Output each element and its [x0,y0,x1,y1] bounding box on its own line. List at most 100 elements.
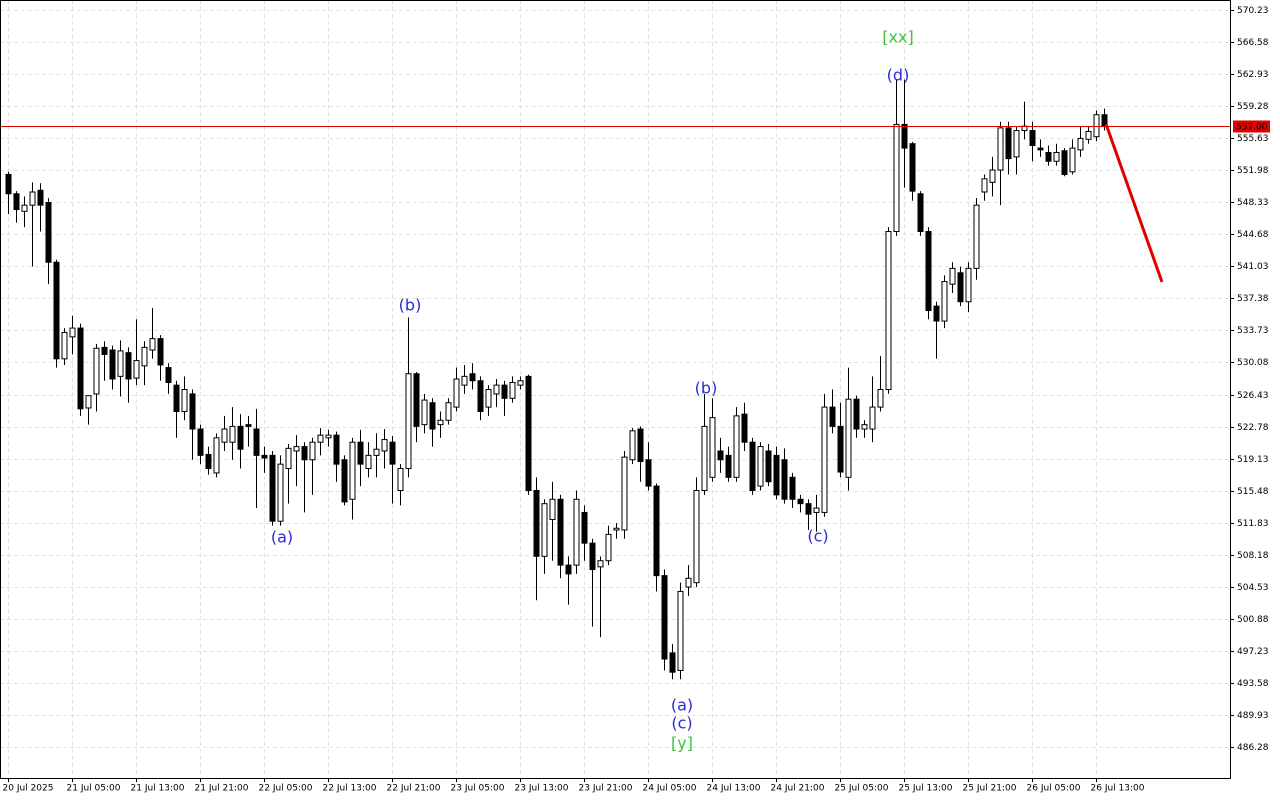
y-tick-label: 548.33 [1237,198,1269,208]
candle-body-up [597,560,604,568]
candle-body-up [213,437,220,474]
y-tick-label: 489.93 [1237,711,1269,721]
forecast-line [1104,123,1164,283]
candle-body-down [429,402,436,430]
wave-label: (a) [671,696,693,715]
x-tick-label: 25 Jul 21:00 [963,784,1017,794]
candle-body-up [973,204,980,269]
grid [0,0,1230,778]
candle-body-down [205,453,212,470]
candle-body-up [733,415,740,478]
price-label-box [1233,120,1270,133]
candle-body-up [1069,147,1076,173]
candle-body-down [581,511,588,544]
candle-body-down [925,231,932,312]
x-tick-label: 21 Jul 13:00 [131,784,185,794]
candle-body-down [725,454,732,478]
candle-body-up [549,498,556,520]
candle-body-down [477,380,484,412]
y-tick-label: 508.18 [1237,551,1269,561]
candle-body-down [413,373,420,427]
y-tick-label: 526.43 [1237,391,1269,401]
candle-body-up [701,425,708,491]
candle-body-up [221,428,228,443]
y-tick-label: 522.78 [1237,423,1269,433]
y-tick-label: 537.38 [1237,294,1269,304]
candle-body-down [589,542,596,570]
x-tick-label: 22 Jul 05:00 [259,784,313,794]
candle-body-down [957,272,964,303]
candle-body-up [461,375,468,386]
candle-body-up [405,373,412,470]
candle-body-down [645,459,652,487]
candle-body-down [77,327,84,410]
wave-label: (b) [399,296,422,315]
candle-body-up [893,123,900,233]
candle-body-down [917,193,924,233]
candle-body-down [261,454,268,459]
candle-body-up [293,446,300,452]
candle-body-down [1005,127,1012,160]
candle-body-down [253,428,260,456]
candle-body-up [885,231,892,391]
candle-body-up [421,399,428,426]
candle-body-up [181,389,188,412]
wave-label: [xx] [882,28,913,47]
candle-body-down [901,123,908,149]
candle-body-up [573,498,580,566]
candle-body-up [621,456,628,531]
candle-body-up [445,402,452,421]
x-tick-label: 21 Jul 21:00 [195,784,249,794]
y-tick-label: 566.58 [1237,38,1269,48]
x-tick-label: 20 Jul 2025 [3,784,54,794]
y-tick-label: 500.88 [1237,615,1269,625]
candle-body-up [309,441,316,461]
candle-body-up [845,398,852,478]
y-tick-label: 555.63 [1237,134,1269,144]
y-tick-label: 570.23 [1237,6,1269,16]
candle-body-up [541,503,548,557]
y-tick-label: 515.48 [1237,487,1269,497]
x-tick-label: 26 Jul 05:00 [1027,784,1081,794]
candle-body-down [765,450,772,483]
candle-body-down [189,393,196,430]
candle-body-down [933,305,940,322]
candle-body-up [21,204,28,212]
x-tick-label: 23 Jul 13:00 [515,784,569,794]
x-tick-label: 25 Jul 13:00 [899,784,953,794]
candle-body-down [653,485,660,577]
candle-body-up [821,406,828,513]
candle-body-down [749,441,756,491]
price-label: 557.00 [1236,123,1268,133]
candle-body-down [1045,151,1052,162]
candle-body-down [805,503,812,515]
y-tick-label: 497.23 [1237,647,1269,657]
candle-body-up [613,527,620,531]
candle-body-up [877,389,884,408]
candle-body-down [301,446,308,461]
candle-body-down [781,459,788,500]
candle-body-up [1085,130,1092,140]
candle-body-down [1061,150,1068,175]
candle-body-up [381,439,388,452]
candle-body-down [37,189,44,206]
candle-body-up [29,191,36,206]
candle-body-up [277,463,284,522]
wave-label: (c) [807,527,828,546]
candle-body-up [317,434,324,443]
y-tick-label: 551.98 [1237,166,1269,176]
candle-body-up [693,489,700,584]
candle-body-up [373,448,380,456]
x-tick-label: 23 Jul 05:00 [451,784,505,794]
candle-body-down [557,498,564,566]
y-tick-label: 493.58 [1237,679,1269,689]
candle-body-down [837,425,844,473]
candle-body-down [341,459,348,503]
candle-body-up [757,446,764,487]
wave-label: [y] [671,734,693,753]
candle-body-down [389,441,396,465]
candle-body-down [157,338,164,366]
candle-body-down [333,434,340,465]
